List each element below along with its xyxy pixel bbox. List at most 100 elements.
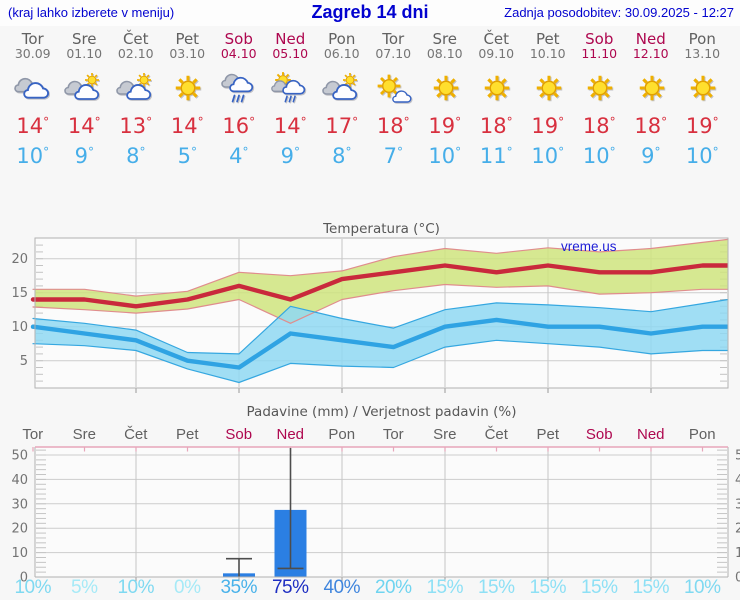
svg-text:40: 40 bbox=[735, 473, 740, 488]
forecast-day-column: Sre 08.10 19° 10° bbox=[419, 31, 471, 169]
precip-day-label: Sre bbox=[433, 426, 457, 443]
forecast-day-column: Pon 13.10 19° 10° bbox=[677, 31, 729, 169]
svg-text:10: 10 bbox=[11, 546, 28, 561]
svg-text:10: 10 bbox=[735, 546, 740, 561]
partly-cloudy-icon bbox=[115, 72, 152, 100]
precip-probability-value: 10% bbox=[117, 577, 155, 598]
precip-probability-value: 15% bbox=[529, 577, 567, 598]
precip-day-label: Čet bbox=[124, 426, 148, 443]
day-date-label: 13.10 bbox=[684, 46, 721, 61]
low-temp-value: 4° bbox=[229, 144, 249, 168]
high-temp-value: 18° bbox=[634, 114, 668, 138]
weather-icon-cell bbox=[574, 71, 626, 107]
precipitation-chart-title: Padavine (mm) / Verjetnost padavin (%) bbox=[246, 404, 517, 420]
svg-text:0: 0 bbox=[735, 571, 740, 586]
svg-text:50: 50 bbox=[735, 449, 740, 464]
day-date-label: 06.10 bbox=[323, 46, 360, 61]
weather-icon-cell bbox=[677, 71, 729, 107]
svg-text:30: 30 bbox=[11, 497, 28, 512]
sunny-icon bbox=[483, 74, 512, 102]
weather-icon-cell bbox=[59, 71, 111, 107]
weather-icon-cell bbox=[368, 71, 420, 107]
low-temp-value: 10° bbox=[428, 144, 462, 168]
weather-icon-cell bbox=[522, 71, 574, 107]
day-name-label: Pon bbox=[688, 30, 716, 48]
precip-day-label: Pon bbox=[328, 426, 356, 443]
page-header: (kraj lahko izberete v meniju) Zagreb 14… bbox=[0, 0, 740, 26]
forecast-day-column: Tor 30.09 14° 10° bbox=[7, 31, 59, 169]
svg-text:5: 5 bbox=[20, 354, 28, 369]
precip-day-label: Tor bbox=[22, 426, 44, 443]
precip-day-label: Sre bbox=[72, 426, 96, 443]
day-name-label: Čet bbox=[483, 30, 510, 48]
precip-grid bbox=[32, 447, 727, 582]
high-temp-value: 14° bbox=[273, 114, 307, 138]
weather-icon-cell bbox=[625, 71, 677, 107]
high-temp-value: 17° bbox=[325, 114, 359, 138]
weather-icon-cell bbox=[110, 71, 162, 107]
precip-probability-value: 75% bbox=[271, 577, 309, 598]
low-temp-value: 10° bbox=[531, 144, 565, 168]
precip-axis-labels: 0 0 10 10 20 20 30 30 40 40 50 50 bbox=[11, 449, 740, 586]
weather-icon-cell bbox=[162, 71, 214, 107]
forecast-day-column: Ned 12.10 18° 9° bbox=[625, 31, 677, 169]
day-date-label: 05.10 bbox=[272, 46, 309, 61]
high-temp-value: 16° bbox=[222, 114, 256, 138]
day-name-label: Sob bbox=[585, 30, 614, 48]
day-date-label: 10.10 bbox=[529, 46, 566, 61]
high-temp-value: 19° bbox=[531, 114, 565, 138]
t-max-line bbox=[30, 263, 728, 309]
high-temp-value: 13° bbox=[119, 114, 153, 138]
precip-day-label: Pet bbox=[536, 426, 559, 443]
precip-day-label: Sob bbox=[585, 426, 613, 443]
forecast-day-column: Sob 11.10 18° 10° bbox=[574, 31, 626, 169]
mostly-sunny-icon bbox=[376, 73, 412, 103]
low-temp-value: 10° bbox=[685, 144, 719, 168]
forecast-day-column: Pet 03.10 14° 5° bbox=[162, 31, 214, 169]
day-name-label: Sre bbox=[71, 30, 97, 48]
day-date-label: 09.10 bbox=[478, 46, 515, 61]
forecast-day-column: Čet 09.10 18° 11° bbox=[471, 31, 523, 169]
day-name-label: Pet bbox=[535, 30, 560, 48]
watermark-link[interactable]: vreme.us bbox=[561, 239, 617, 254]
day-name-label: Ned bbox=[635, 30, 666, 48]
sunny-icon bbox=[174, 74, 203, 102]
high-temp-value: 14° bbox=[170, 114, 204, 138]
precipitation-chart: 0 0 10 10 20 20 30 30 40 40 50 50 bbox=[11, 446, 740, 586]
precip-day-label: Čet bbox=[484, 426, 508, 443]
day-name-label: Pon bbox=[328, 30, 356, 48]
day-date-label: 12.10 bbox=[632, 46, 669, 61]
day-date-label: 02.10 bbox=[117, 46, 154, 61]
precip-day-label: Ned bbox=[276, 426, 305, 443]
weather-icon-cell bbox=[265, 71, 317, 107]
low-temp-value: 10° bbox=[16, 144, 50, 168]
day-name-label: Tor bbox=[382, 30, 405, 48]
svg-text:15: 15 bbox=[11, 286, 28, 301]
temperature-chart: 5 10 15 20 bbox=[11, 237, 729, 393]
partly-cloudy-icon bbox=[321, 72, 358, 100]
sunny-icon bbox=[431, 74, 460, 102]
day-name-label: Sob bbox=[224, 30, 253, 48]
precip-probability-value: 35% bbox=[220, 577, 258, 598]
high-temp-value: 18° bbox=[376, 114, 410, 138]
rain-icon bbox=[220, 73, 253, 103]
precip-day-label: Pon bbox=[688, 426, 716, 443]
precip-probability-value: 15% bbox=[477, 577, 515, 598]
day-date-label: 11.10 bbox=[581, 46, 618, 61]
day-name-label: Tor bbox=[21, 30, 44, 48]
low-temp-value: 8° bbox=[332, 144, 352, 168]
svg-text:40: 40 bbox=[11, 473, 28, 488]
precip-whiskers bbox=[226, 448, 304, 577]
temp-axis-labels: 5 10 15 20 bbox=[11, 252, 28, 369]
svg-text:20: 20 bbox=[735, 522, 740, 537]
high-temp-value: 18° bbox=[479, 114, 513, 138]
temp-lines bbox=[30, 263, 728, 370]
precipitation-probability-row: 10% 5% 10% 0% 35% 75% 40% 20% 15% 15% 15% 15% 15% 10% bbox=[7, 577, 728, 599]
day-name-label: Ned bbox=[275, 30, 306, 48]
low-temp-value: 7° bbox=[383, 144, 403, 168]
precip-day-row: Tor Sre Čet Pet Sob Ned Pon Tor Sre Čet Pet Sob Ned P… bbox=[7, 426, 728, 443]
forecast-day-column: Tor 07.10 18° 7° bbox=[368, 31, 420, 169]
low-temp-value: 9° bbox=[641, 144, 661, 168]
low-temp-value: 9° bbox=[280, 144, 300, 168]
